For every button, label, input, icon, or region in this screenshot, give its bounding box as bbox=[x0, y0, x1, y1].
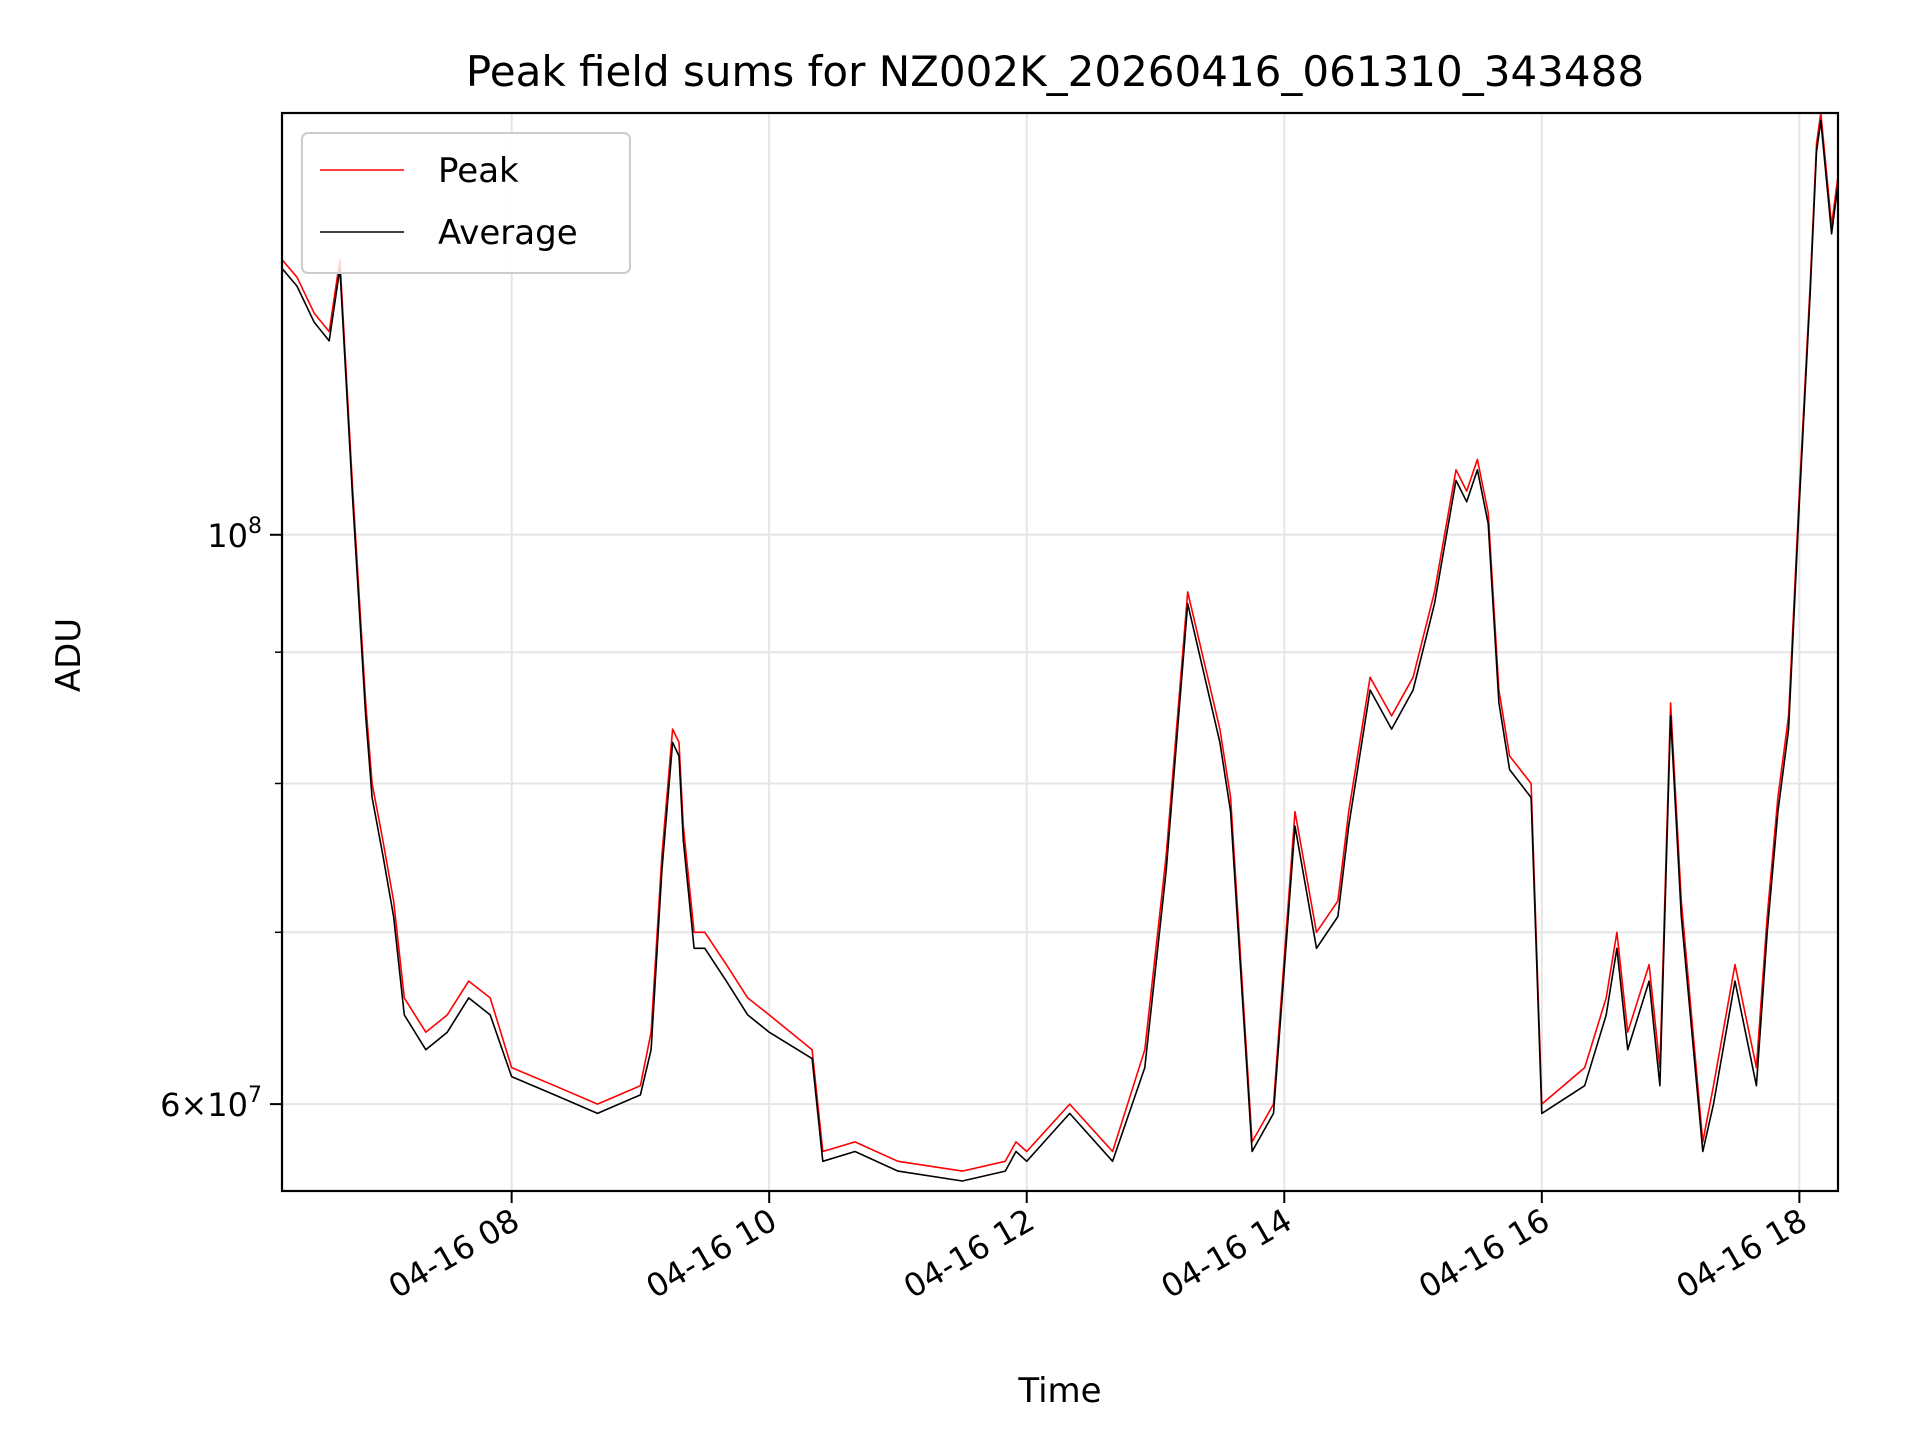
y-axis-label: ADU bbox=[49, 618, 89, 692]
legend-peak-label: Peak bbox=[438, 151, 519, 191]
legend-box bbox=[301, 132, 631, 274]
legend: Peak Average bbox=[301, 132, 631, 274]
y-tick-label: 6×107 bbox=[160, 1083, 262, 1124]
y-gridlines bbox=[282, 533, 1838, 1106]
x-axis-label: Time bbox=[1017, 1371, 1101, 1411]
series-line-average bbox=[281, 119, 1839, 1182]
chart-title: Peak field sums for NZ002K_20260416_0613… bbox=[466, 47, 1644, 96]
series-layer bbox=[281, 112, 1839, 1182]
y-tick-label: 108 bbox=[207, 514, 262, 555]
legend-average-label: Average bbox=[438, 213, 578, 253]
y-axis-ticks: 6×107 108 bbox=[160, 514, 282, 1124]
